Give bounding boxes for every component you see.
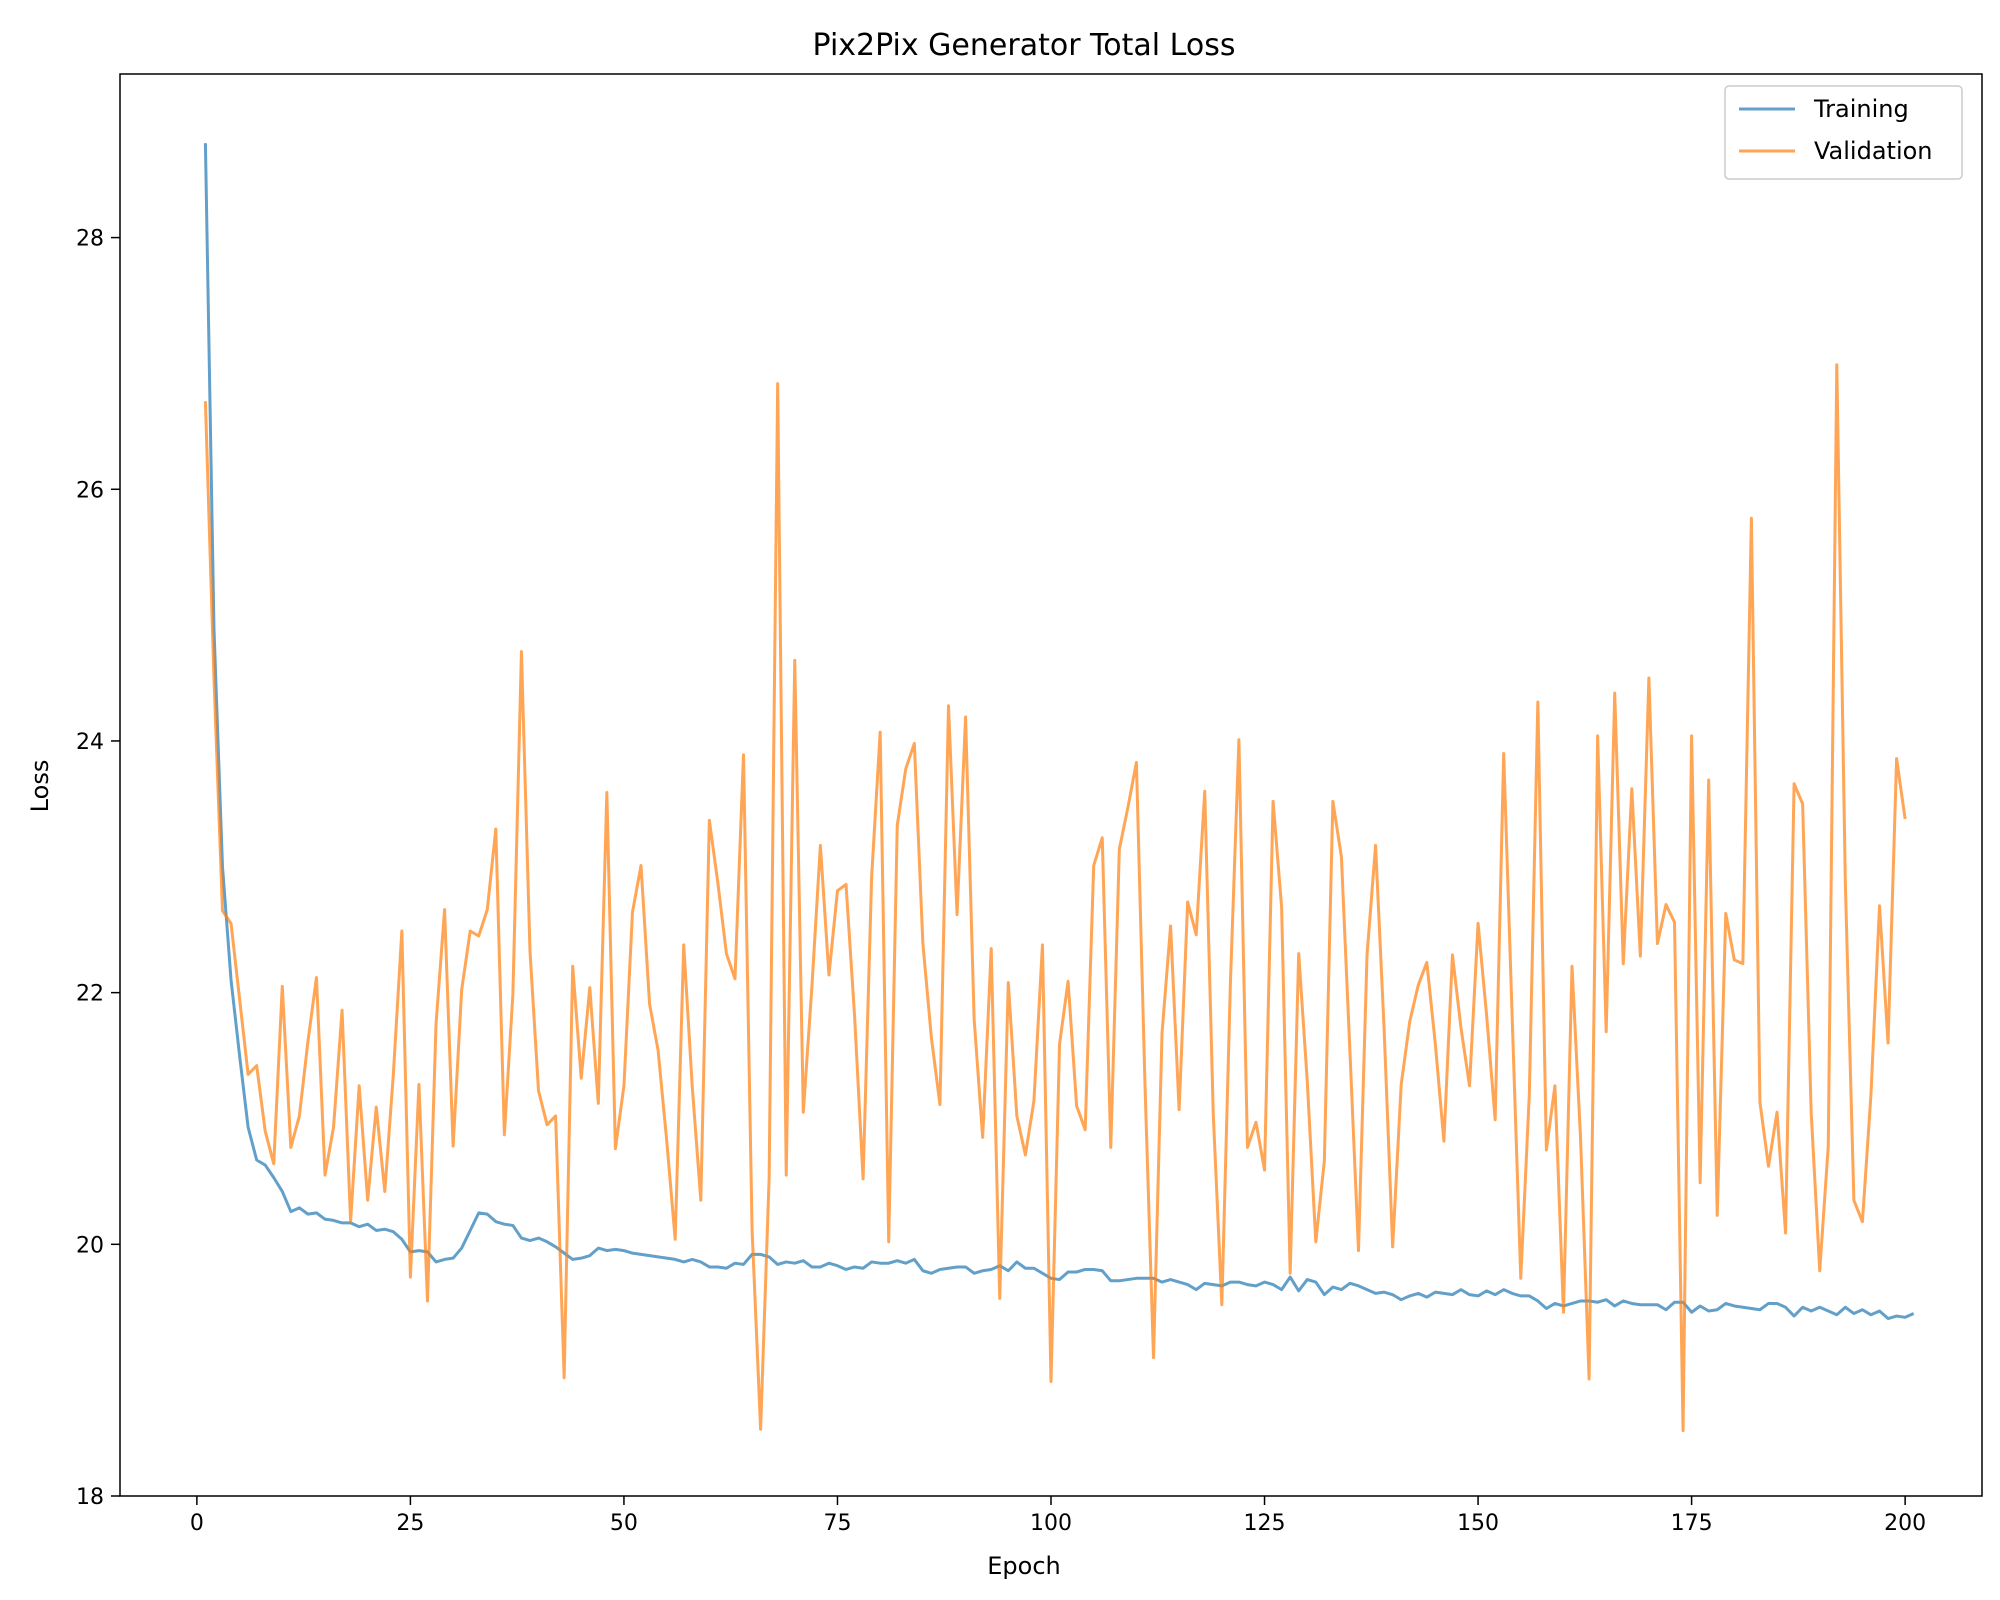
x-tick-label-150: 150	[1457, 1511, 1499, 1536]
y-tick-label-28: 28	[76, 227, 104, 252]
series-line-validation	[203, 363, 1907, 1433]
x-tick-label-125: 125	[1244, 1511, 1286, 1536]
legend-label-training: Training	[1813, 95, 1909, 123]
x-tick-label-100: 100	[1030, 1511, 1072, 1536]
chart-title: Pix2Pix Generator Total Loss	[813, 28, 1236, 63]
x-tick-label-50: 50	[610, 1511, 638, 1536]
y-tick-label-26: 26	[76, 478, 104, 503]
y-tick-label-22: 22	[76, 982, 104, 1007]
y-tick-label-20: 20	[76, 1233, 104, 1258]
x-tick-label-175: 175	[1671, 1511, 1713, 1536]
y-tick-label-24: 24	[76, 730, 104, 755]
y-axis-label: Loss	[26, 760, 54, 813]
x-axis-label: Epoch	[987, 1552, 1061, 1580]
x-tick-label-75: 75	[823, 1511, 851, 1536]
x-tick-label-25: 25	[396, 1511, 424, 1536]
y-tick-label-18: 18	[76, 1485, 104, 1510]
plot-area: 0 25 50 75 100 125 150 175 200 18 20 22 24 26 28	[76, 73, 1983, 1536]
x-tick-label-0: 0	[190, 1511, 204, 1536]
legend: Training Validation	[1724, 85, 1963, 180]
x-tick-label-200: 200	[1884, 1511, 1926, 1536]
series-line-training	[203, 143, 1915, 1321]
legend-label-validation: Validation	[1814, 137, 1933, 165]
